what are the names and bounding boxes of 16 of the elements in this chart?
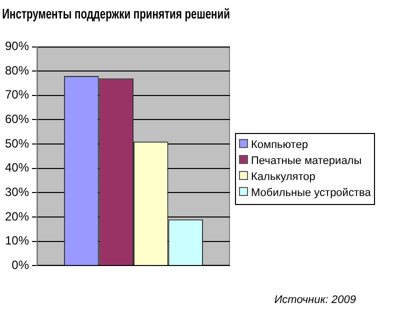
y-tick-label: 20%: [4, 209, 30, 224]
y-tick-label: 90%: [4, 39, 30, 54]
y-tick-label: 10%: [4, 234, 30, 248]
y-tick-label: 40%: [4, 160, 30, 175]
legend-label: Мобильные устройства: [250, 186, 371, 201]
text: Источник: 2009: [274, 294, 356, 306]
y-tick-label: 70%: [4, 88, 30, 102]
legend-label: Компьютер: [250, 138, 309, 153]
y-tick-label: 50%: [4, 136, 30, 150]
legend-label: Калькулятор: [250, 170, 316, 185]
y-tick-label: 0%: [12, 258, 30, 272]
y-tick-label: 80%: [4, 63, 30, 78]
chart-title: Инструменты поддержки принятия решений: [2, 6, 230, 22]
legend-label: Печатные материалы: [250, 154, 363, 169]
y-tick-label: 30%: [4, 184, 30, 199]
y-tick-label: 60%: [4, 112, 30, 126]
